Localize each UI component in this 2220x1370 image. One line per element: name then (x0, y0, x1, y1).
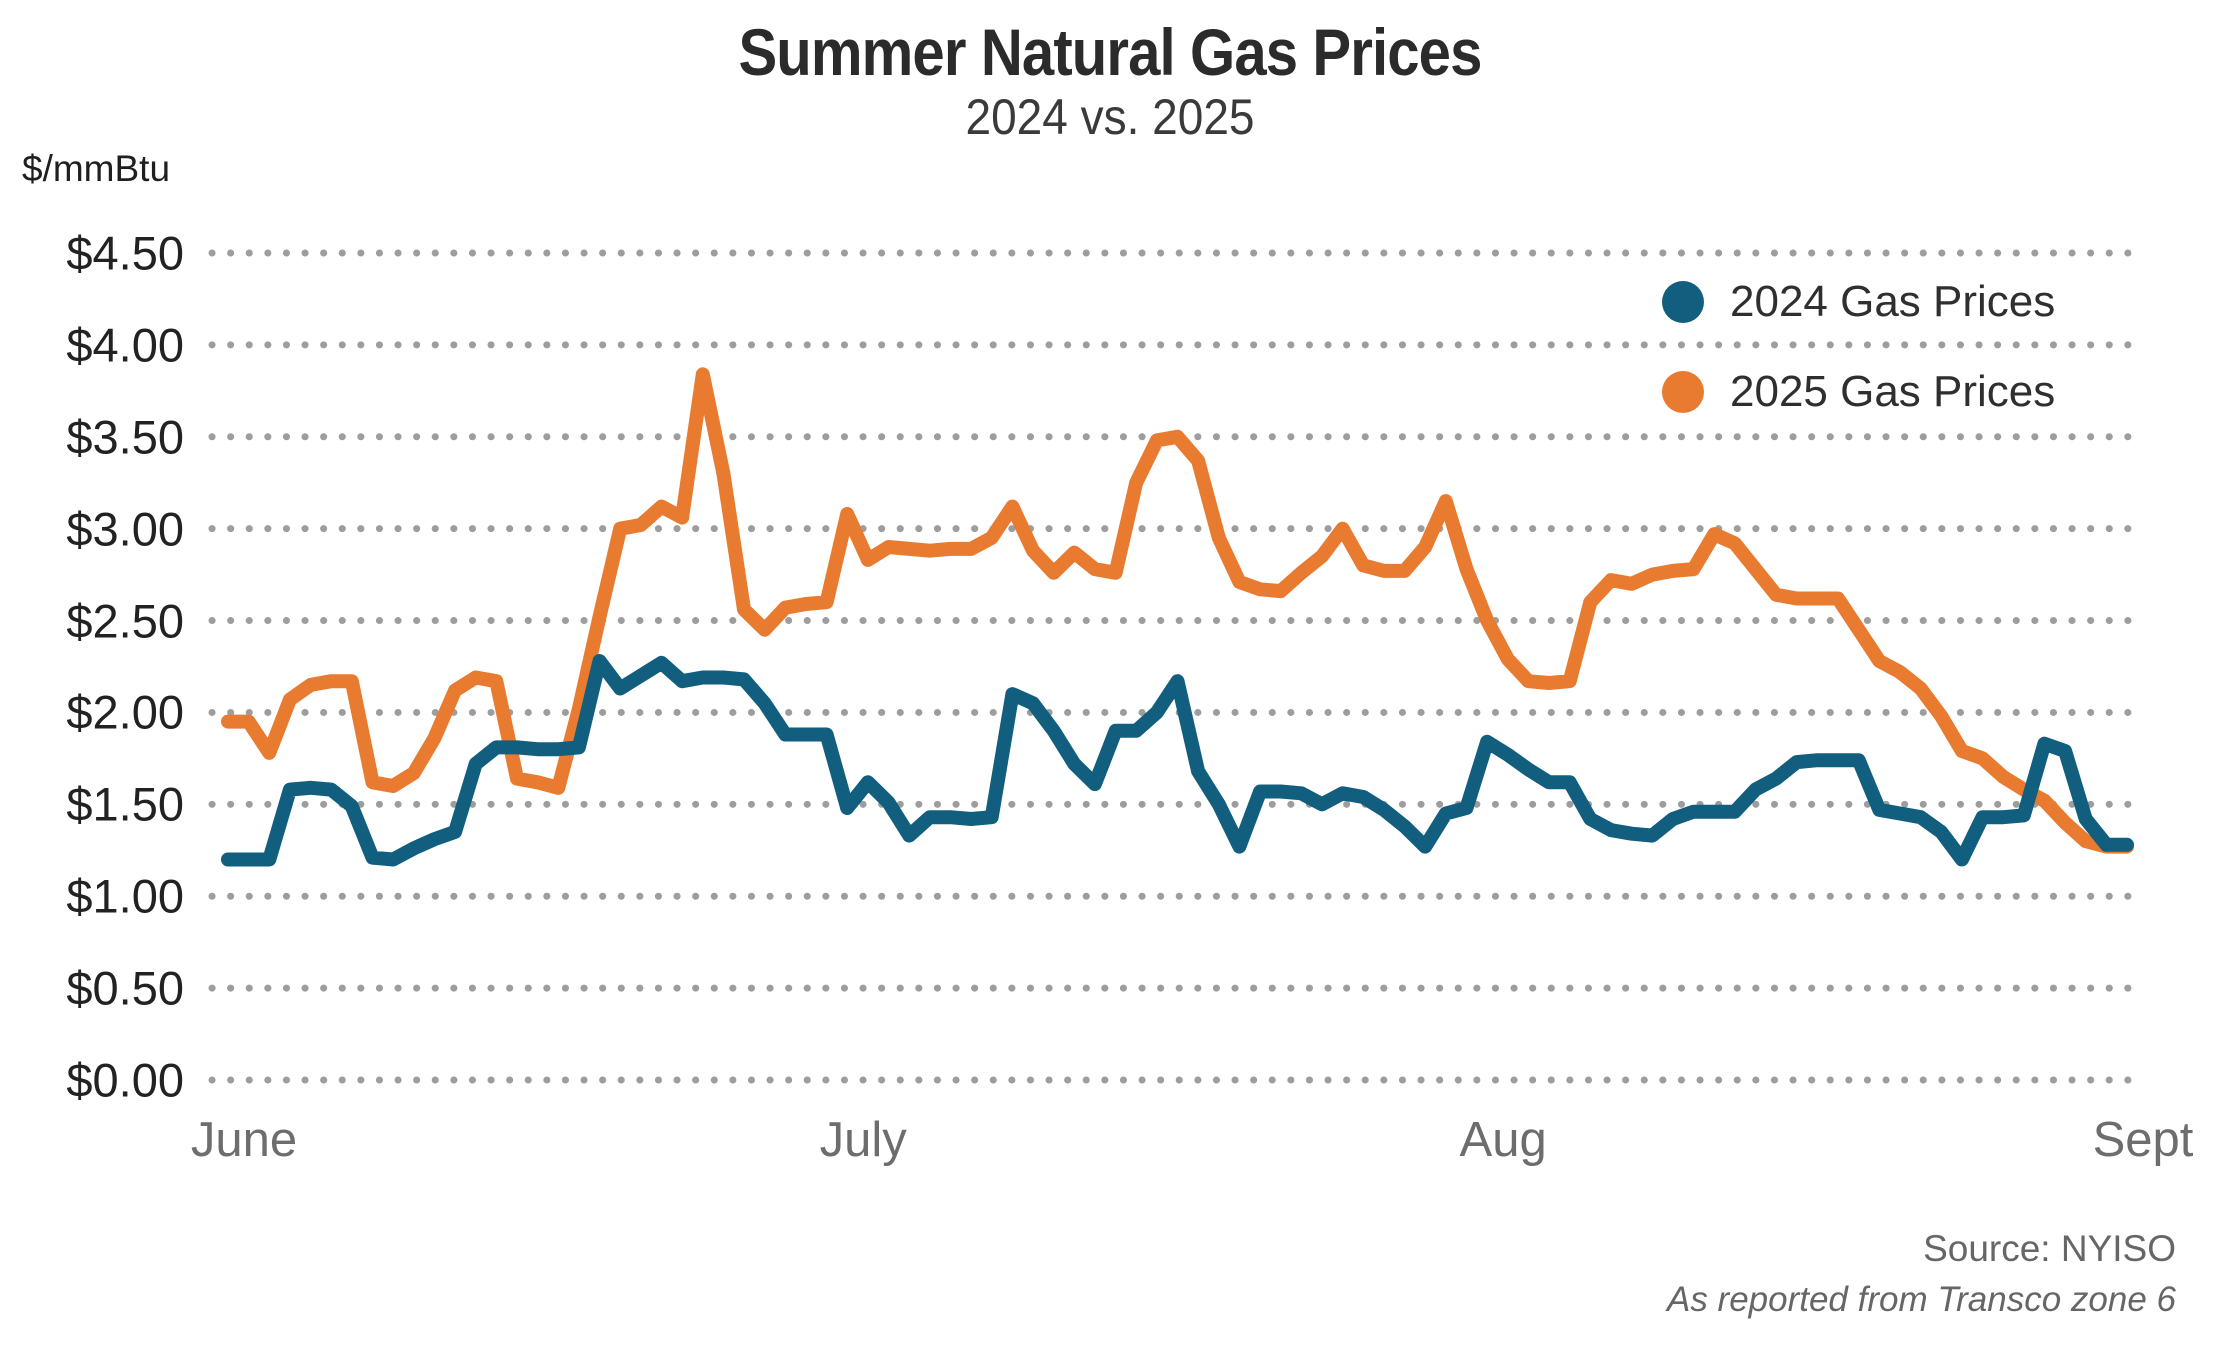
chart-title: Summer Natural Gas Prices (738, 15, 1482, 89)
y-tick-label: $0.00 (66, 1053, 184, 1107)
legend-swatch-2024-icon (1662, 281, 1704, 323)
y-tick-label: $2.50 (66, 594, 184, 648)
y-tick-label: $2.00 (66, 685, 184, 739)
legend: 2024 Gas Prices 2025 Gas Prices (1662, 272, 2055, 452)
y-tick-label: $3.50 (66, 410, 184, 464)
x-tick-label: July (819, 1113, 907, 1167)
legend-label-2024: 2024 Gas Prices (1730, 277, 2056, 326)
y-tick-label: $3.00 (66, 502, 184, 556)
x-tick-label: Sept (2092, 1113, 2194, 1167)
2024-series-line (221, 654, 2134, 867)
y-axis-unit-label: $/mmBtu (22, 148, 171, 189)
legend-label-2025: 2025 Gas Prices (1730, 367, 2056, 416)
y-tick-label: $4.50 (66, 226, 184, 280)
y-tick-label: $1.00 (66, 869, 184, 923)
legend-item-2025: 2025 Gas Prices (1662, 362, 2055, 422)
source-note: Source: NYISO As reported from Transco z… (1667, 1228, 2176, 1320)
chart-subtitle: 2024 vs. 2025 (965, 89, 1255, 145)
y-tick-label: $1.50 (66, 777, 184, 831)
source-line: Source: NYISO (1923, 1228, 2176, 1269)
legend-swatch-2025-icon (1662, 371, 1704, 413)
legend-item-2024: 2024 Gas Prices (1662, 272, 2055, 332)
x-tick-label: Aug (1459, 1113, 1547, 1167)
y-tick-label: $0.50 (66, 961, 184, 1015)
x-tick-label: June (190, 1113, 298, 1167)
y-tick-label: $4.00 (66, 318, 184, 372)
source-attribution-line: As reported from Transco zone 6 (1666, 1280, 2176, 1319)
2025-series-line (221, 367, 2134, 854)
